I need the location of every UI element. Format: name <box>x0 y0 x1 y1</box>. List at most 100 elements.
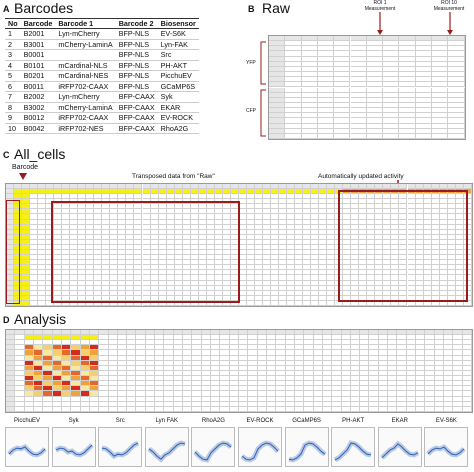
sheet-cell <box>190 219 199 225</box>
sheet-cell <box>317 123 335 129</box>
sheet-cell <box>311 209 320 215</box>
barcodes-row: 8 B3002 mCherry-LaminA BFP-CAAX EKAR <box>5 102 199 113</box>
sheet-cell <box>270 199 279 205</box>
sheet-cell <box>350 108 367 114</box>
sheet-cell <box>447 204 456 210</box>
barcodes-cell: B0201 <box>20 70 56 82</box>
sheet-cell <box>126 209 135 215</box>
sheet-cell <box>285 97 302 103</box>
barcodes-cell: BFP-NLS <box>115 28 158 40</box>
raw-spreadsheet[interactable] <box>268 35 466 140</box>
sheet-cell <box>287 229 296 235</box>
sheet-cell <box>399 72 416 78</box>
sheet-cell <box>366 56 384 62</box>
sheet-cell <box>432 46 449 52</box>
sheet-cell <box>86 184 95 190</box>
sheet-cell <box>270 194 279 200</box>
sheet-cell <box>166 214 175 220</box>
sheet-cell <box>399 36 416 42</box>
sheet-cell <box>254 199 263 205</box>
sheet-cell <box>334 108 351 114</box>
sheet-cell <box>367 204 376 210</box>
plot-title: Lyn FAK <box>155 418 179 424</box>
sheet-cell <box>22 214 31 220</box>
sheet-cell <box>397 406 407 412</box>
sheet-cell <box>22 199 31 205</box>
plot-line <box>380 440 420 460</box>
sheet-cell <box>158 204 167 210</box>
sheet-cell <box>399 194 408 200</box>
sheet-cell <box>444 406 454 412</box>
sheet-cell <box>198 229 207 235</box>
sheet-cell <box>287 224 296 230</box>
plot-title: EV-S6K <box>435 418 457 424</box>
sheet-cell <box>301 51 318 57</box>
sheet-cell <box>366 66 384 73</box>
sheet-cell <box>432 56 449 62</box>
analysis-spreadsheet[interactable] <box>5 329 473 413</box>
sheet-cell <box>319 234 328 240</box>
sheet-cell <box>359 234 368 240</box>
sheet-cell <box>455 229 464 235</box>
sheet-cell <box>38 219 47 225</box>
sheet-cell <box>319 189 328 195</box>
barcodes-cell: BFP-CAAX <box>115 91 158 103</box>
plot-title: PicchuEV <box>13 418 40 424</box>
sheet-cell <box>285 133 302 139</box>
sheet-cell <box>238 219 247 225</box>
sheet-cell <box>54 219 63 225</box>
sheet-cell <box>70 234 79 240</box>
sheet-cell <box>407 204 416 210</box>
barcodes-cell: 10 <box>5 123 21 134</box>
sheet-cell <box>431 199 440 205</box>
barcodes-cell: B0042 <box>20 123 56 134</box>
sheet-cell <box>439 214 448 220</box>
sheet-cell <box>279 224 288 230</box>
sheet-cell <box>285 61 302 67</box>
sheet-cell <box>375 224 384 230</box>
barcodes-cell: mCardinal-NLS <box>55 60 116 71</box>
sheet-cell <box>341 406 351 412</box>
sheet-cell <box>94 214 103 220</box>
barcodes-cell: 3 <box>5 49 21 61</box>
sheet-cell <box>190 214 199 220</box>
sheet-cell <box>287 234 296 240</box>
sheet-cell <box>359 199 368 205</box>
sheet-cell <box>22 224 31 230</box>
sheet-cell <box>14 184 23 190</box>
sheet-cell <box>262 219 271 225</box>
barcodes-cell: BFP-CAAX <box>115 112 158 124</box>
sheet-cell <box>287 194 296 200</box>
barcodes-table: No Barcode Barcode 1 Barcode 2 Biosensor 1 B2… <box>5 18 199 134</box>
sheet-cell <box>317 82 335 88</box>
roi1-label: ROI 1 Measurement <box>364 0 396 12</box>
sheet-cell <box>214 184 223 190</box>
sheet-cell <box>46 184 55 190</box>
barcodes-cell: B0012 <box>20 112 56 124</box>
sheet-cell <box>262 229 271 235</box>
barcodes-cell: mCherry-LaminA <box>55 102 116 113</box>
barcodes-cell: BFP-NLS <box>115 81 158 92</box>
sheet-cell <box>285 92 302 98</box>
sheet-cell <box>407 194 416 200</box>
sheet-cell <box>448 123 465 129</box>
sheet-cell <box>262 189 271 195</box>
sheet-cell <box>248 406 258 412</box>
sheet-cell <box>334 61 351 67</box>
sheet-cell <box>182 209 191 215</box>
sheet-cell <box>14 209 23 215</box>
barcodes-row: 4 B0101 mCardinal-NLS BFP-NLS PH-AKT <box>5 60 199 71</box>
sheet-cell <box>269 92 286 98</box>
sheet-cell <box>86 204 95 210</box>
plot-line <box>54 443 94 458</box>
sheet-cell <box>415 133 432 139</box>
sheet-cell <box>360 406 370 412</box>
sheet-cell <box>174 189 183 195</box>
sheet-cell <box>70 224 79 230</box>
sheet-cell <box>182 204 191 210</box>
sheet-cell <box>142 234 151 240</box>
barcodes-header-1: Barcode <box>20 18 56 29</box>
sheet-cell <box>335 184 344 190</box>
sheet-cell <box>86 229 95 235</box>
sheet-cell <box>24 406 34 412</box>
